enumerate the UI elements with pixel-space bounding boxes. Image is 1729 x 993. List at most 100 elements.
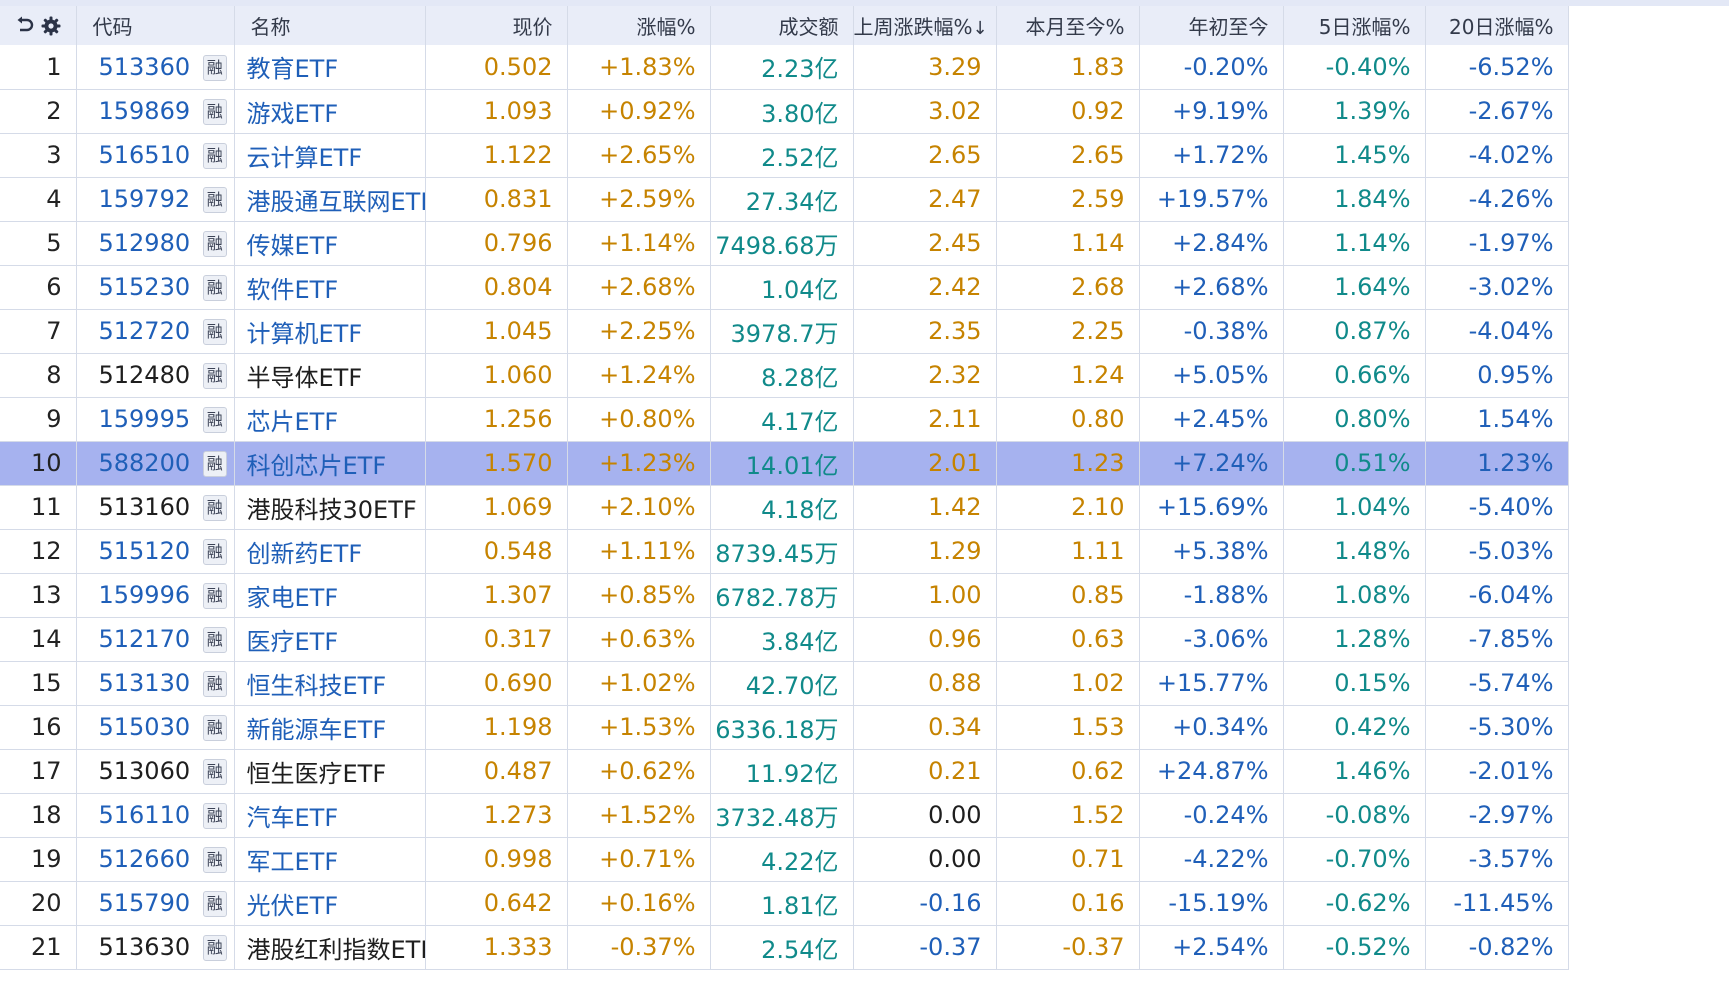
margin-trading-badge: 融 bbox=[202, 363, 227, 389]
table-row[interactable]: 19 512660 融军工ETF 0.998 +0.71% 4.22亿 0.00 0.71 -4… bbox=[0, 837, 1729, 882]
mtd-cell: 0.85 bbox=[996, 573, 1140, 618]
stock-name[interactable]: 计算机ETF bbox=[234, 309, 426, 354]
d5-cell: 0.80% bbox=[1283, 397, 1426, 442]
stock-code[interactable]: 512170 bbox=[76, 617, 196, 662]
margin-trading-badge: 融 bbox=[202, 715, 227, 741]
stock-name[interactable]: 港股红利指数ETF bbox=[234, 925, 426, 970]
table-row[interactable]: 13 159996 融家电ETF 1.307 +0.85% 6782.78万 1.00 0.8… bbox=[0, 573, 1729, 618]
col-header-code[interactable]: 代码 bbox=[76, 6, 235, 45]
table-row[interactable]: 15 513130 融恒生科技ETF 0.690 +1.02% 42.70亿 0.88 1.0… bbox=[0, 661, 1729, 706]
table-row[interactable]: 8 512480 融半导体ETF 1.060 +1.24% 8.28亿 2.32 1.24 +5… bbox=[0, 353, 1729, 398]
margin-badge: 融 bbox=[196, 441, 235, 486]
d20-cell: -5.03% bbox=[1425, 529, 1569, 574]
col-header-last-week[interactable]: 上周涨跌幅%↓ bbox=[853, 6, 997, 45]
table-row[interactable]: 7 512720 融计算机ETF 1.045 +2.25% 3978.7万 2.35 2.25… bbox=[0, 309, 1729, 354]
col-header-5d[interactable]: 5日涨幅% bbox=[1283, 6, 1426, 45]
stock-name[interactable]: 传媒ETF bbox=[234, 221, 426, 266]
table-row[interactable]: 1 513360 融教育ETF 0.502 +1.83% 2.23亿 3.29 1.83 -0.… bbox=[0, 45, 1729, 90]
table-row[interactable]: 4 159792 融港股通互联网ETF 0.831 +2.59% 27.34亿 2.47 2.… bbox=[0, 177, 1729, 222]
margin-badge: 融 bbox=[196, 837, 235, 882]
stock-name[interactable]: 军工ETF bbox=[234, 837, 426, 882]
stock-name[interactable]: 恒生医疗ETF bbox=[234, 749, 426, 794]
stock-code[interactable]: 516510 bbox=[76, 133, 196, 178]
stock-name[interactable]: 港股科技30ETF bbox=[234, 485, 426, 530]
col-header-20d[interactable]: 20日涨幅% bbox=[1425, 6, 1569, 45]
stock-name[interactable]: 家电ETF bbox=[234, 573, 426, 618]
stock-name[interactable]: 光伏ETF bbox=[234, 881, 426, 926]
refresh-icon[interactable] bbox=[15, 16, 35, 36]
stock-code[interactable]: 515230 bbox=[76, 265, 196, 310]
stock-name[interactable]: 恒生科技ETF bbox=[234, 661, 426, 706]
d5-cell: 0.66% bbox=[1283, 353, 1426, 398]
mtd-cell: 2.10 bbox=[996, 485, 1140, 530]
col-header-change-pct[interactable]: 涨幅% bbox=[567, 6, 711, 45]
stock-name[interactable]: 芯片ETF bbox=[234, 397, 426, 442]
stock-name[interactable]: 云计算ETF bbox=[234, 133, 426, 178]
table-row[interactable]: 2 159869 融游戏ETF 1.093 +0.92% 3.80亿 3.02 0.92 +9.… bbox=[0, 89, 1729, 134]
stock-name[interactable]: 软件ETF bbox=[234, 265, 426, 310]
stock-code[interactable]: 512980 bbox=[76, 221, 196, 266]
turnover-cell: 6336.18万 bbox=[710, 705, 854, 750]
price-cell: 0.502 bbox=[425, 45, 568, 90]
margin-badge: 融 bbox=[196, 221, 235, 266]
stock-code[interactable]: 515790 bbox=[76, 881, 196, 926]
stock-code[interactable]: 159792 bbox=[76, 177, 196, 222]
d5-cell: -0.70% bbox=[1283, 837, 1426, 882]
stock-code[interactable]: 513060 bbox=[76, 749, 196, 794]
stock-code[interactable]: 159869 bbox=[76, 89, 196, 134]
table-row[interactable]: 12 515120 融创新药ETF 0.548 +1.11% 8739.45万 1.29 1.… bbox=[0, 529, 1729, 574]
table-row[interactable]: 18 516110 融汽车ETF 1.273 +1.52% 3732.48万 0.00 1.5… bbox=[0, 793, 1729, 838]
gear-icon[interactable] bbox=[41, 16, 61, 36]
stock-name[interactable]: 港股通互联网ETF bbox=[234, 177, 426, 222]
stock-name[interactable]: 新能源车ETF bbox=[234, 705, 426, 750]
stock-code[interactable]: 159996 bbox=[76, 573, 196, 618]
stock-code[interactable]: 515030 bbox=[76, 705, 196, 750]
stock-code[interactable]: 512480 bbox=[76, 353, 196, 398]
table-row[interactable]: 16 515030 融新能源车ETF 1.198 +1.53% 6336.18万 0.34 1… bbox=[0, 705, 1729, 750]
table-row[interactable]: 20 515790 融光伏ETF 0.642 +0.16% 1.81亿 -0.16 0.16-… bbox=[0, 881, 1729, 926]
stock-name[interactable]: 教育ETF bbox=[234, 45, 426, 90]
stock-code[interactable]: 513160 bbox=[76, 485, 196, 530]
table-row[interactable]: 17 513060 融恒生医疗ETF 0.487 +0.62% 11.92亿 0.21 0.6… bbox=[0, 749, 1729, 794]
margin-badge: 融 bbox=[196, 485, 235, 530]
stock-code[interactable]: 512720 bbox=[76, 309, 196, 354]
table-row[interactable]: 9 159995 融芯片ETF 1.256 +0.80% 4.17亿 2.11 0.80 +2.… bbox=[0, 397, 1729, 442]
stock-code[interactable]: 513360 bbox=[76, 45, 196, 90]
margin-trading-badge: 融 bbox=[202, 275, 227, 301]
price-cell: 0.796 bbox=[425, 221, 568, 266]
stock-code[interactable]: 515120 bbox=[76, 529, 196, 574]
stock-name[interactable]: 医疗ETF bbox=[234, 617, 426, 662]
stock-name[interactable]: 游戏ETF bbox=[234, 89, 426, 134]
row-index: 13 bbox=[0, 573, 77, 618]
stock-code[interactable]: 513630 bbox=[76, 925, 196, 970]
col-header-mtd[interactable]: 本月至今% bbox=[996, 6, 1140, 45]
table-row[interactable]: 6 515230 融软件ETF 0.804 +2.68% 1.04亿 2.42 2.68 +2.… bbox=[0, 265, 1729, 310]
last-week-cell: 2.11 bbox=[853, 397, 997, 442]
stock-name[interactable]: 创新药ETF bbox=[234, 529, 426, 574]
col-header-ytd[interactable]: 年初至今 bbox=[1139, 6, 1284, 45]
stock-code[interactable]: 588200 bbox=[76, 441, 196, 486]
table-row[interactable]: 10 588200 融科创芯片ETF 1.570 +1.23% 14.01亿 2.01 1.2… bbox=[0, 441, 1729, 486]
stock-name[interactable]: 汽车ETF bbox=[234, 793, 426, 838]
col-header-name[interactable]: 名称 bbox=[234, 6, 426, 45]
table-row[interactable]: 14 512170 融医疗ETF 0.317 +0.63% 3.84亿 0.96 0.63 -3… bbox=[0, 617, 1729, 662]
stock-code[interactable]: 159995 bbox=[76, 397, 196, 442]
stock-name[interactable]: 科创芯片ETF bbox=[234, 441, 426, 486]
turnover-cell: 3.80亿 bbox=[710, 89, 854, 134]
ytd-cell: +5.38% bbox=[1139, 529, 1284, 574]
table-row[interactable]: 21 513630 融港股红利指数ETF 1.333 -0.37% 2.54亿 -0.37-… bbox=[0, 925, 1729, 970]
turnover-cell: 11.92亿 bbox=[710, 749, 854, 794]
col-header-price[interactable]: 现价 bbox=[425, 6, 568, 45]
stock-name[interactable]: 半导体ETF bbox=[234, 353, 426, 398]
col-header-turnover[interactable]: 成交额 bbox=[710, 6, 854, 45]
d5-cell: 1.28% bbox=[1283, 617, 1426, 662]
turnover-cell: 4.17亿 bbox=[710, 397, 854, 442]
table-row[interactable]: 11 513160 融港股科技30ETF 1.069 +2.10% 4.18亿 1.42 2.… bbox=[0, 485, 1729, 530]
table-row[interactable]: 3 516510 融云计算ETF 1.122 +2.65% 2.52亿 2.65 2.65 +1… bbox=[0, 133, 1729, 178]
stock-code[interactable]: 512660 bbox=[76, 837, 196, 882]
table-row[interactable]: 5 512980 融传媒ETF 0.796 +1.14% 7498.68万 2.45 1.14… bbox=[0, 221, 1729, 266]
change-pct-cell: +2.65% bbox=[567, 133, 711, 178]
change-pct-cell: +1.52% bbox=[567, 793, 711, 838]
stock-code[interactable]: 513130 bbox=[76, 661, 196, 706]
stock-code[interactable]: 516110 bbox=[76, 793, 196, 838]
